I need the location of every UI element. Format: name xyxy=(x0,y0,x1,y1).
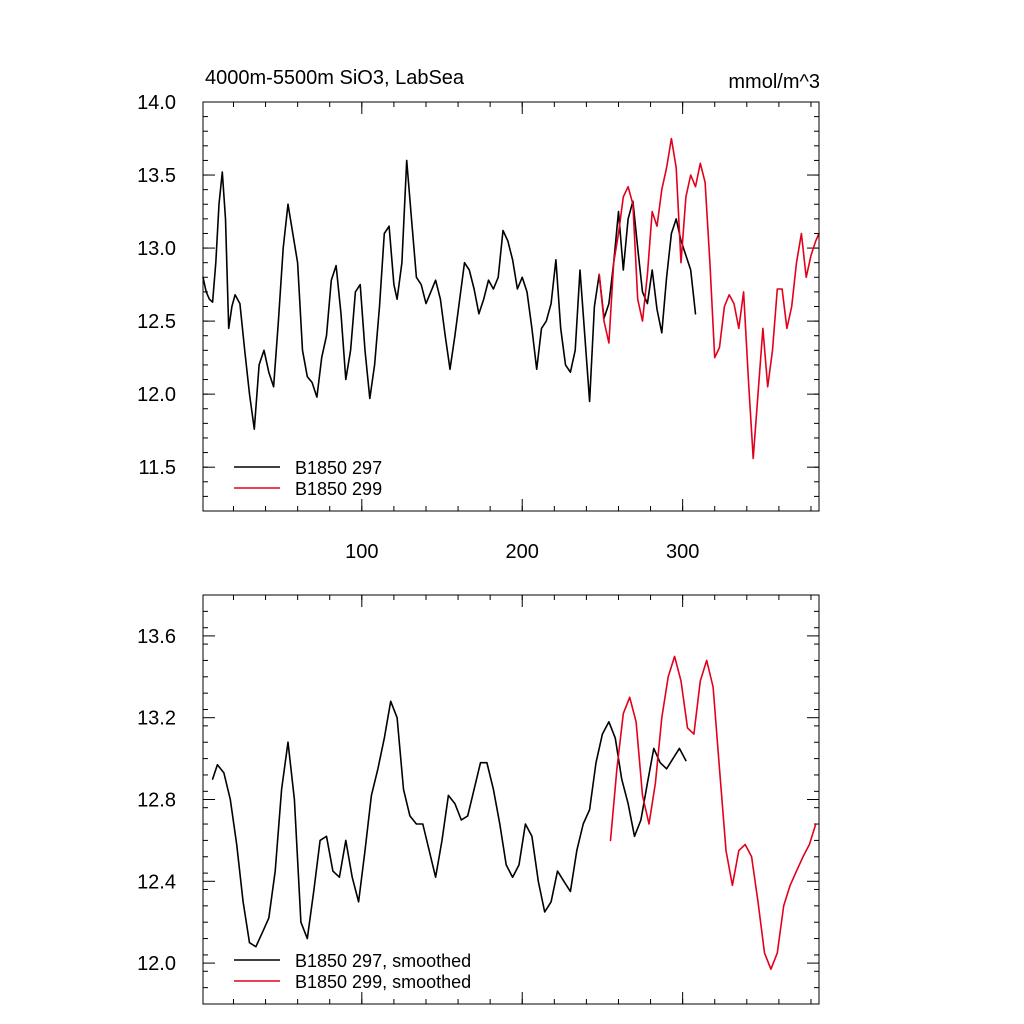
top-legend-label-2: B1850 299 xyxy=(295,479,382,499)
top-legend-label-1: B1850 297 xyxy=(295,458,382,478)
top-panel: 4000m-5500m SiO3, LabSea mmol/m^3 11.5 12… xyxy=(137,67,820,563)
bottom-axes: 12.0 12.4 12.8 13.2 13.6 xyxy=(137,594,819,1005)
top-xtick-label: 200 xyxy=(506,541,539,563)
top-xtick-label: 300 xyxy=(666,541,699,563)
bottom-panel: 12.0 12.4 12.8 13.2 13.6 B1850 297, smoothed… xyxy=(137,594,820,1005)
bottom-ytick-label: 12.4 xyxy=(137,871,176,893)
units-label: mmol/m^3 xyxy=(728,71,820,93)
bottom-ytick-label: 12.8 xyxy=(137,790,176,812)
chart-title: 4000m-5500m SiO3, LabSea xyxy=(205,67,465,89)
top-ytick-label: 13.5 xyxy=(137,165,176,187)
bottom-plot-frame xyxy=(202,594,820,1005)
top-plot-frame xyxy=(202,101,820,512)
bottom-series-layer xyxy=(211,655,817,970)
bottom-legend-label-1: B1850 297, smoothed xyxy=(295,951,471,971)
top-ytick-label: 13.0 xyxy=(137,238,176,260)
top-ytick-label: 14.0 xyxy=(137,92,176,114)
top-ytick-label: 11.5 xyxy=(139,457,176,479)
top-axes: 11.5 12.0 12.5 13.0 13.5 14.0 100 200 300 xyxy=(137,92,819,563)
top-ytick-label: 12.0 xyxy=(137,384,176,406)
top-series-layer xyxy=(202,137,820,460)
bottom-ytick-label: 13.2 xyxy=(137,708,176,730)
bottom-ytick-label: 12.0 xyxy=(137,953,176,975)
bottom-legend-label-2: B1850 299, smoothed xyxy=(295,972,471,992)
bottom-ytick-label: 13.6 xyxy=(137,626,176,648)
top-series-line-2 xyxy=(598,137,820,460)
top-series-line-1 xyxy=(202,159,697,430)
top-ytick-label: 12.5 xyxy=(137,311,176,333)
bottom-series-line-1 xyxy=(211,700,687,948)
top-xtick-label: 100 xyxy=(345,541,378,563)
bottom-series-line-2 xyxy=(609,655,817,970)
